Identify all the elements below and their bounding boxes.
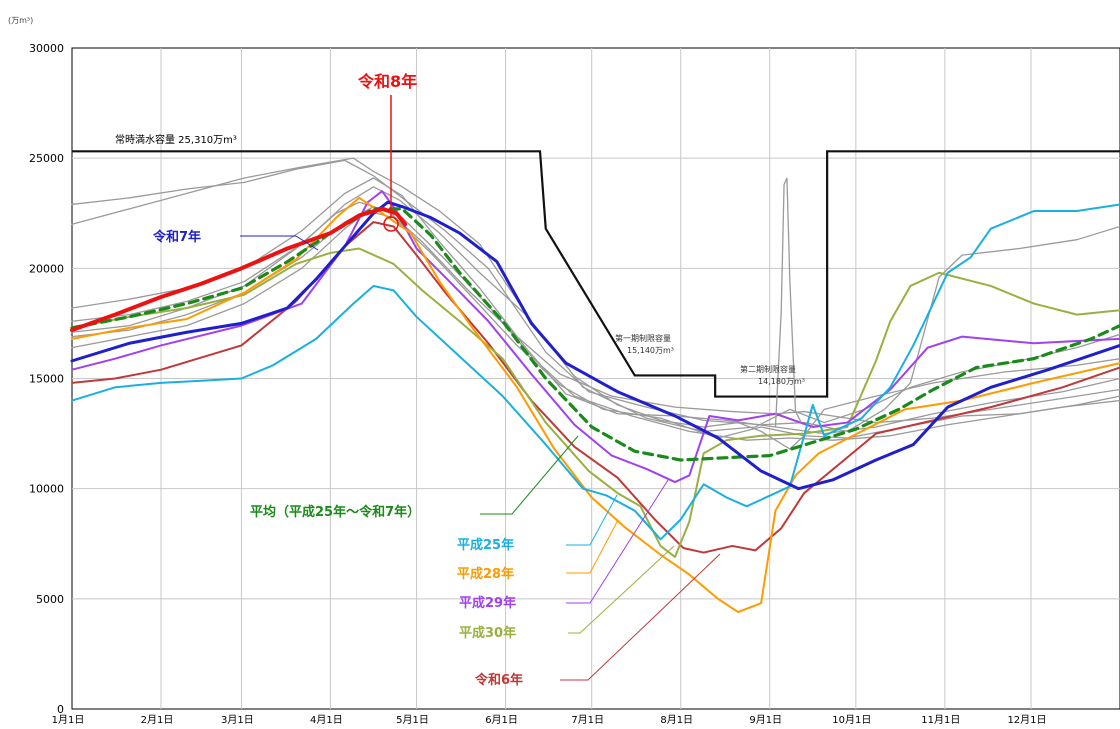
legend-reiwa7: 令和7年: [153, 229, 201, 245]
y-tick-label: 0: [57, 703, 64, 716]
leader-reiwa6: [560, 553, 721, 681]
series-lines: [70, 157, 1120, 614]
capacity-limit-line: [72, 150, 1120, 398]
other-year-line-11: [71, 201, 1120, 424]
x-tick-label: 8月1日: [660, 714, 693, 726]
y-unit-label: (万m³): [8, 16, 33, 25]
y-tick-label: 25000: [29, 152, 64, 165]
other-year-line-9: [71, 157, 1120, 433]
axis-ticks: 0 5000 10000 15000 20000 25000 30000 1月1日 2月1日 3月…: [29, 42, 1047, 726]
leader-h29: [566, 479, 669, 604]
flood-capacity-1-label: 第一期制限容量: [615, 333, 671, 343]
series-line-0: [70, 206, 408, 333]
grid: [71, 47, 1120, 710]
other-year-line-13: [71, 186, 1120, 450]
legend-h25: 平成25年: [457, 537, 514, 553]
series-line-1: [70, 200, 1120, 491]
flood-capacity-2-value: 14,180万m³: [758, 377, 805, 386]
leader-h30: [568, 545, 675, 634]
x-tick-label: 9月1日: [749, 714, 782, 726]
flood-capacity-1-value: 15,140万m³: [627, 346, 674, 355]
y-tick-label: 10000: [29, 483, 64, 496]
leader-h28: [566, 519, 619, 574]
x-tick-label: 2月1日: [141, 714, 174, 726]
legend-reiwa6: 令和6年: [475, 672, 523, 688]
current-year-label: 令和8年: [357, 72, 417, 91]
x-tick-label: 1月1日: [52, 714, 85, 726]
legend-callouts: 令和7年 平均（平成25年～令和7年） 平成25年 平成28年 平成29年 平成…: [153, 229, 721, 688]
x-tick-label: 7月1日: [571, 714, 604, 726]
series-line-2: [70, 207, 1120, 462]
x-tick-label: 5月1日: [396, 714, 429, 726]
series-line-6: [71, 247, 1120, 558]
series-line-3: [71, 203, 1120, 541]
capacity-step-line: [72, 150, 1120, 398]
legend-h28: 平成28年: [457, 566, 514, 582]
legend-average: 平均（平成25年～令和7年）: [250, 504, 420, 520]
current-year-marker: [383, 216, 399, 232]
leader-h25: [566, 494, 618, 546]
y-tick-label: 5000: [36, 593, 64, 606]
leader-reiwa7b: [295, 235, 319, 251]
flood-capacity-2-label: 第二期制限容量: [740, 364, 796, 374]
x-tick-label: 11月1日: [921, 714, 960, 726]
x-tick-label: 6月1日: [485, 714, 518, 726]
x-tick-label: 10月1日: [832, 714, 871, 726]
x-tick-label: 4月1日: [310, 714, 343, 726]
normal-capacity-label: 常時満水容量 25,310万m³: [115, 133, 237, 146]
y-tick-label: 15000: [29, 373, 64, 386]
series-line-5: [71, 190, 1120, 484]
y-tick-label: 30000: [29, 42, 64, 55]
leader-average: [480, 435, 579, 515]
x-tick-label: 3月1日: [221, 714, 254, 726]
x-tick-label: 12月1日: [1007, 714, 1046, 726]
y-tick-label: 20000: [29, 262, 64, 275]
spike-line: [774, 177, 802, 428]
legend-h30: 平成30年: [459, 625, 516, 641]
other-year-line-10: [71, 177, 1120, 435]
legend-h29: 平成29年: [459, 595, 516, 611]
